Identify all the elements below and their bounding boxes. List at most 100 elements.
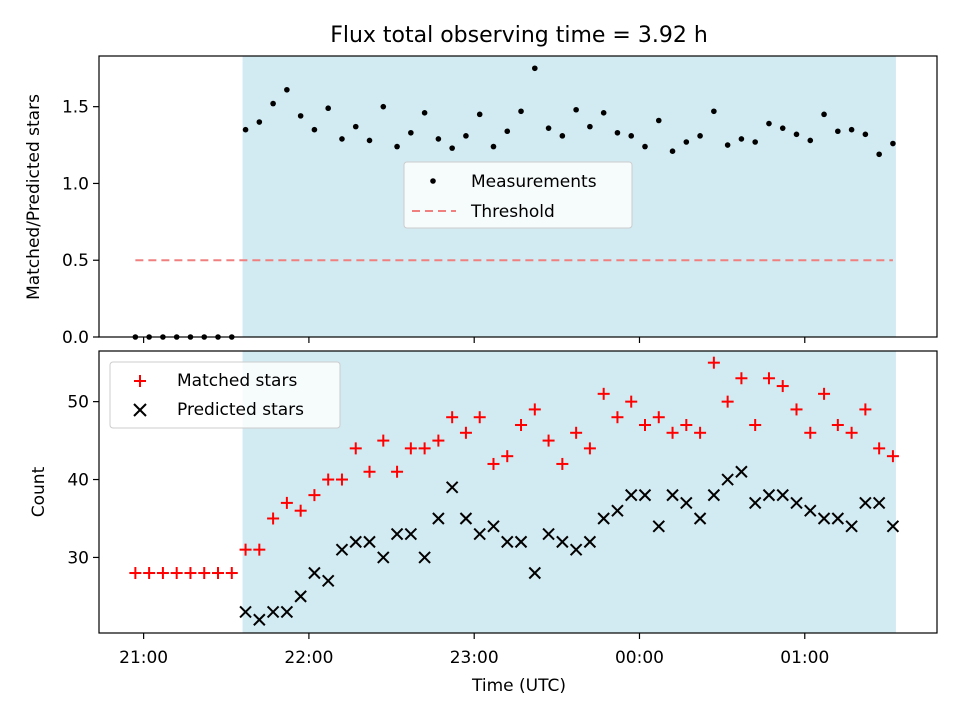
predicted-star-point [280, 605, 294, 619]
matched-star-point [831, 419, 844, 432]
predicted-star-point [349, 535, 362, 549]
predicted-star-point [845, 520, 858, 533]
bottom-y-ticks: 30 40 50 [67, 393, 99, 568]
measurement-point [862, 131, 869, 138]
x-tick-label: 01:00 [780, 648, 829, 668]
predicted-star-point [253, 613, 266, 626]
matched-star-point [184, 567, 197, 580]
measurement-point [435, 136, 442, 142]
y-tick-label: 1.0 [62, 174, 89, 194]
predicted-star-point [432, 512, 445, 525]
y-tick-label: 40 [67, 471, 89, 491]
matched-star-point [611, 411, 624, 424]
predicted-star-point [501, 535, 514, 549]
measurement-point [614, 129, 621, 136]
predicted-star-point [363, 535, 376, 549]
predicted-star-point [514, 535, 528, 549]
matched-star-point [528, 403, 541, 416]
matched-star-point [638, 419, 651, 432]
measurement-point [463, 133, 469, 139]
measurement-point [366, 137, 373, 144]
legend-predicted-label: Predicted stars [177, 400, 304, 420]
matched-star-point [652, 411, 665, 424]
predicted-star-point [776, 488, 789, 502]
measurement-point [642, 143, 648, 150]
measurement-point [628, 133, 635, 139]
x-tick-label: 23:00 [450, 648, 499, 668]
measurement-point [504, 128, 511, 135]
predicted-star-point [404, 527, 418, 541]
matched-star-point [253, 543, 266, 556]
matched-star-point [432, 434, 445, 447]
predicted-star-point [556, 535, 569, 549]
predicted-star-point [487, 520, 500, 533]
measurement-point [766, 120, 772, 127]
measurement-point [352, 123, 359, 130]
matched-star-point [597, 387, 610, 400]
matched-star-point [762, 372, 775, 385]
matched-star-point [804, 426, 817, 439]
measurement-point [380, 103, 387, 110]
legend-matched-label: Matched stars [177, 371, 297, 391]
measurement-point [587, 123, 593, 130]
measurement-point [738, 136, 745, 142]
predicted-star-point [680, 496, 693, 510]
measurement-point [325, 105, 331, 112]
predicted-star-point [308, 566, 321, 580]
measurement-point [532, 65, 538, 72]
matched-star-point [418, 442, 431, 455]
matched-star-point [129, 567, 142, 580]
matched-star-point [583, 442, 596, 455]
measurement-point [793, 131, 800, 138]
predicted-star-point [817, 512, 831, 525]
top-axes-frame [98, 55, 938, 338]
measurement-point [449, 145, 455, 151]
matched-star-point [322, 473, 335, 486]
matched-star-point [349, 442, 362, 455]
matched-star-point [749, 419, 762, 432]
measurement-point [490, 143, 497, 150]
matched-star-point [335, 473, 348, 486]
predicted-star-point [445, 481, 459, 494]
predicted-star-point [335, 543, 349, 556]
matched-star-point [570, 426, 583, 439]
bottom-x-ticks: 21:00 22:00 23:00 00:00 01:00 [119, 633, 829, 668]
matched-star-point [845, 426, 858, 439]
top-y-ticks: 0.0 0.5 1.0 1.5 [62, 98, 99, 348]
measurement-point [655, 117, 662, 124]
matched-star-point [170, 567, 183, 580]
predicted-star-point [762, 488, 776, 502]
measurement-point [600, 110, 607, 116]
predicted-star-point [859, 496, 872, 510]
predicted-star-point [693, 512, 707, 525]
measurement-point [408, 129, 414, 136]
legend-threshold-label: Threshold [470, 202, 555, 222]
matched-star-point [280, 496, 293, 509]
matched-star-point [625, 395, 638, 408]
measurement-point [242, 126, 249, 133]
matched-star-point [294, 504, 307, 517]
bottom-shaded-span [242, 351, 896, 633]
x-tick-label: 21:00 [119, 648, 168, 668]
x-tick-label: 22:00 [284, 648, 333, 668]
matched-star-point [225, 567, 238, 580]
measurement-point [697, 133, 703, 139]
predicted-star-point [721, 473, 734, 486]
matched-star-point [859, 403, 872, 416]
x-axis-label: Time (UTC) [471, 676, 566, 696]
top-x-ticks [143, 337, 806, 343]
predicted-star-point [569, 543, 583, 556]
predicted-star-point [542, 527, 555, 541]
predicted-star-point [638, 488, 652, 502]
measurement-point [394, 143, 400, 150]
matched-star-point [198, 567, 211, 580]
measurement-point [284, 86, 290, 93]
matched-star-point [680, 419, 693, 432]
predicted-star-point [748, 496, 762, 510]
matched-star-point [363, 465, 376, 478]
measurement-point [683, 139, 690, 145]
measurement-point [476, 111, 483, 118]
measurement-point [669, 148, 676, 155]
measurement-point [573, 106, 579, 113]
predicted-star-point [804, 504, 817, 517]
